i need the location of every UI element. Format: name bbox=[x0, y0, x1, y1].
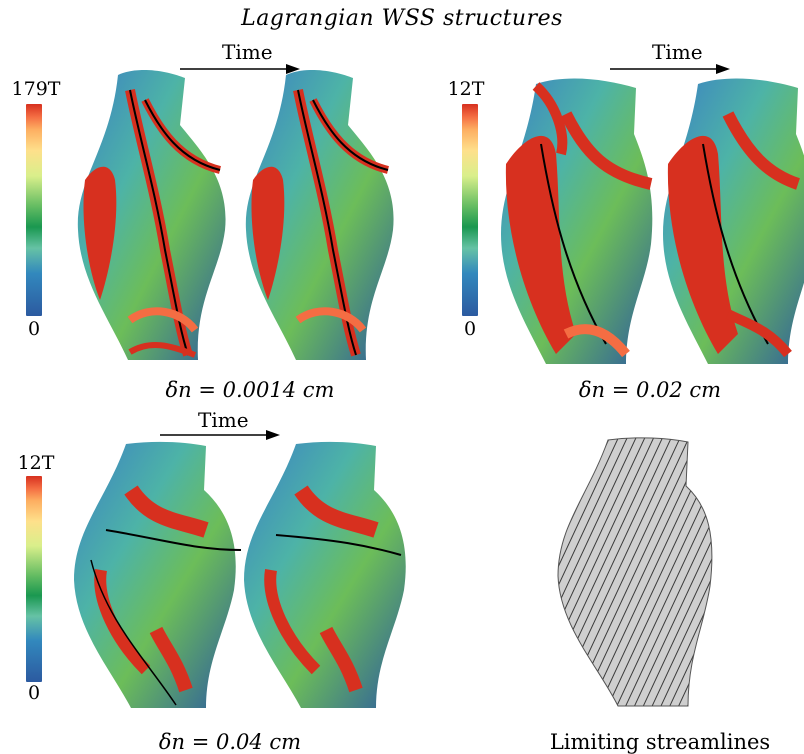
wss-vessel-pair-3 bbox=[74, 441, 406, 708]
colorbar-max-label: 12T bbox=[17, 452, 55, 474]
streamlines-caption: Limiting streamlines bbox=[549, 730, 771, 754]
vessel-3b bbox=[244, 441, 406, 708]
colorbar bbox=[26, 476, 42, 682]
time-arrow-label: Time bbox=[652, 40, 703, 64]
panel-caption: δn = 0.04 cm bbox=[158, 730, 302, 754]
vessel-2a bbox=[501, 78, 653, 364]
wss-vessel-pair-1 bbox=[77, 70, 394, 360]
vessel-1b bbox=[245, 70, 394, 360]
panel-caption: δn = 0.0014 cm bbox=[165, 378, 335, 402]
colorbar bbox=[26, 104, 42, 316]
figure-title: Lagrangian WSS structures bbox=[241, 6, 563, 31]
time-arrow bbox=[610, 64, 730, 74]
wss-vessel-pair-2 bbox=[501, 78, 804, 364]
time-arrow bbox=[180, 64, 300, 74]
colorbar-min-label: 0 bbox=[27, 318, 41, 340]
time-arrow-label: Time bbox=[198, 408, 249, 432]
colorbar-max-label: 179T bbox=[11, 78, 61, 100]
vessel-2b bbox=[663, 78, 804, 364]
streamline-vessel bbox=[557, 437, 713, 707]
colorbar-min-label: 0 bbox=[463, 318, 477, 340]
colorbar-max-label: 12T bbox=[447, 78, 485, 100]
colorbar-min-label: 0 bbox=[27, 682, 41, 704]
colorbar bbox=[462, 104, 478, 316]
time-arrow bbox=[160, 430, 280, 440]
panel-caption: δn = 0.02 cm bbox=[578, 378, 722, 402]
time-arrow-label: Time bbox=[222, 40, 273, 64]
vessel-3a bbox=[74, 441, 242, 708]
vessel-1a bbox=[77, 70, 226, 360]
